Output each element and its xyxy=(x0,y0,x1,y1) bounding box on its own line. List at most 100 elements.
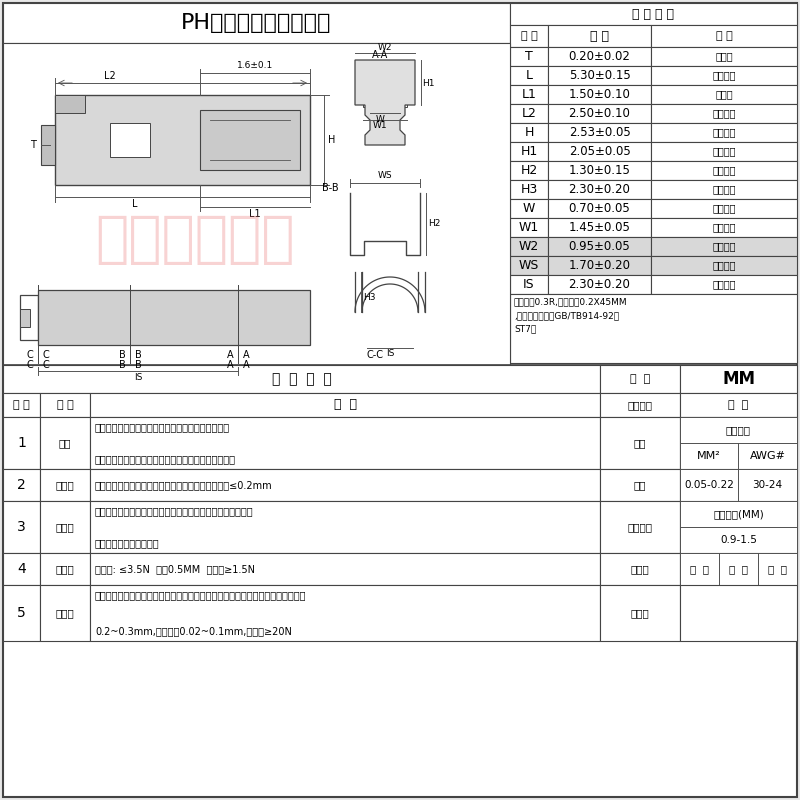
Text: PH连续端子技术标准书: PH连续端子技术标准书 xyxy=(182,13,332,33)
FancyBboxPatch shape xyxy=(3,393,40,417)
Text: WS: WS xyxy=(519,259,539,272)
Text: 游标卡尺: 游标卡尺 xyxy=(712,166,736,175)
FancyBboxPatch shape xyxy=(3,3,510,43)
Text: 1: 1 xyxy=(17,436,26,450)
FancyBboxPatch shape xyxy=(510,142,548,161)
Text: L2: L2 xyxy=(522,107,537,120)
FancyBboxPatch shape xyxy=(3,365,600,393)
Text: 序 号: 序 号 xyxy=(13,400,30,410)
FancyBboxPatch shape xyxy=(680,553,797,585)
FancyBboxPatch shape xyxy=(548,104,651,123)
FancyBboxPatch shape xyxy=(548,25,651,47)
Text: 游标卡尺: 游标卡尺 xyxy=(712,242,736,251)
Text: 1.70±0.20: 1.70±0.20 xyxy=(569,259,630,272)
Text: 外观: 外观 xyxy=(58,438,71,448)
FancyBboxPatch shape xyxy=(651,218,797,237)
FancyBboxPatch shape xyxy=(651,237,797,256)
Text: B-B: B-B xyxy=(322,183,338,193)
Text: 游标卡尺: 游标卡尺 xyxy=(712,127,736,138)
Text: 未注圆角0.3R,未注倒角0.2X45MM
,未注公差尺寸按GB/TB914-92中
ST7级: 未注圆角0.3R,未注倒角0.2X45MM ,未注公差尺寸按GB/TB914-9… xyxy=(514,297,628,334)
Text: H: H xyxy=(524,126,534,139)
FancyBboxPatch shape xyxy=(651,275,797,294)
Text: 2.05±0.05: 2.05±0.05 xyxy=(569,145,630,158)
FancyBboxPatch shape xyxy=(680,585,797,641)
Text: 千分尺: 千分尺 xyxy=(715,51,733,62)
Text: 0.05-0.22: 0.05-0.22 xyxy=(684,480,734,490)
FancyBboxPatch shape xyxy=(510,180,548,199)
FancyBboxPatch shape xyxy=(510,218,548,237)
Text: 0.9-1.5: 0.9-1.5 xyxy=(720,535,757,545)
Text: 2: 2 xyxy=(17,478,26,492)
Text: 规 格: 规 格 xyxy=(590,30,609,42)
Text: W1: W1 xyxy=(519,221,539,234)
FancyBboxPatch shape xyxy=(20,295,38,340)
Text: 同一型号、同一规格的端子应能通用、互换，扬入手感顺畅，: 同一型号、同一规格的端子应能通用、互换，扬入手感顺畅， xyxy=(95,506,254,516)
Text: A: A xyxy=(226,360,234,370)
Text: 设  计: 设 计 xyxy=(690,564,709,574)
FancyBboxPatch shape xyxy=(680,527,797,553)
Text: 0.70±0.05: 0.70±0.05 xyxy=(569,202,630,215)
FancyBboxPatch shape xyxy=(651,25,797,47)
Text: 1.30±0.15: 1.30±0.15 xyxy=(569,164,630,177)
FancyBboxPatch shape xyxy=(548,199,651,218)
Text: 4: 4 xyxy=(17,562,26,576)
Text: T: T xyxy=(525,50,533,63)
Text: W2: W2 xyxy=(378,43,392,53)
FancyBboxPatch shape xyxy=(3,3,797,797)
Text: 0.95±0.05: 0.95±0.05 xyxy=(569,240,630,253)
FancyBboxPatch shape xyxy=(680,469,797,501)
FancyBboxPatch shape xyxy=(510,85,548,104)
Text: IS: IS xyxy=(523,278,535,291)
FancyBboxPatch shape xyxy=(20,309,30,327)
Text: L1: L1 xyxy=(522,88,537,101)
FancyBboxPatch shape xyxy=(600,417,680,469)
Text: 扬入力: ≤3.5N  扬位0.5MM  拔出力≥1.5N: 扬入力: ≤3.5N 扬位0.5MM 拔出力≥1.5N xyxy=(95,564,255,574)
Text: 机械性: 机械性 xyxy=(56,480,74,490)
FancyBboxPatch shape xyxy=(40,393,90,417)
FancyBboxPatch shape xyxy=(90,501,600,553)
FancyBboxPatch shape xyxy=(651,256,797,275)
Polygon shape xyxy=(355,60,415,145)
Text: 项 目: 项 目 xyxy=(521,31,538,41)
FancyBboxPatch shape xyxy=(510,104,548,123)
Text: A-A: A-A xyxy=(372,50,388,60)
FancyBboxPatch shape xyxy=(680,469,738,501)
FancyBboxPatch shape xyxy=(38,290,310,345)
Text: L2: L2 xyxy=(104,71,116,81)
FancyBboxPatch shape xyxy=(548,256,651,275)
Text: H1: H1 xyxy=(422,78,434,87)
Text: T: T xyxy=(30,140,36,150)
Text: 尺 寸 标 准: 尺 寸 标 准 xyxy=(633,7,674,21)
Text: L: L xyxy=(526,69,533,82)
Text: WS: WS xyxy=(378,171,392,181)
Text: 投影仪: 投影仪 xyxy=(715,90,733,99)
Text: L: L xyxy=(132,199,138,209)
Text: IS: IS xyxy=(386,350,394,358)
FancyBboxPatch shape xyxy=(680,443,738,469)
FancyBboxPatch shape xyxy=(600,469,680,501)
FancyBboxPatch shape xyxy=(680,417,797,469)
Text: W: W xyxy=(375,114,385,123)
FancyBboxPatch shape xyxy=(548,85,651,104)
FancyBboxPatch shape xyxy=(363,60,407,107)
Text: H3: H3 xyxy=(362,293,375,302)
Text: W2: W2 xyxy=(519,240,539,253)
FancyBboxPatch shape xyxy=(55,95,310,185)
Text: 塑件互配: 塑件互配 xyxy=(627,522,653,532)
Text: 游标卡尺: 游标卡尺 xyxy=(712,279,736,290)
FancyBboxPatch shape xyxy=(600,501,680,553)
FancyBboxPatch shape xyxy=(600,585,680,641)
FancyBboxPatch shape xyxy=(40,417,90,469)
FancyBboxPatch shape xyxy=(600,393,680,417)
FancyBboxPatch shape xyxy=(651,199,797,218)
FancyBboxPatch shape xyxy=(548,66,651,85)
Text: W: W xyxy=(523,202,535,215)
FancyBboxPatch shape xyxy=(3,417,40,469)
FancyBboxPatch shape xyxy=(90,393,600,417)
Text: H: H xyxy=(328,135,336,145)
FancyBboxPatch shape xyxy=(90,469,600,501)
Text: H1: H1 xyxy=(520,145,538,158)
FancyBboxPatch shape xyxy=(510,275,548,294)
FancyBboxPatch shape xyxy=(3,43,510,365)
FancyBboxPatch shape xyxy=(680,365,797,393)
